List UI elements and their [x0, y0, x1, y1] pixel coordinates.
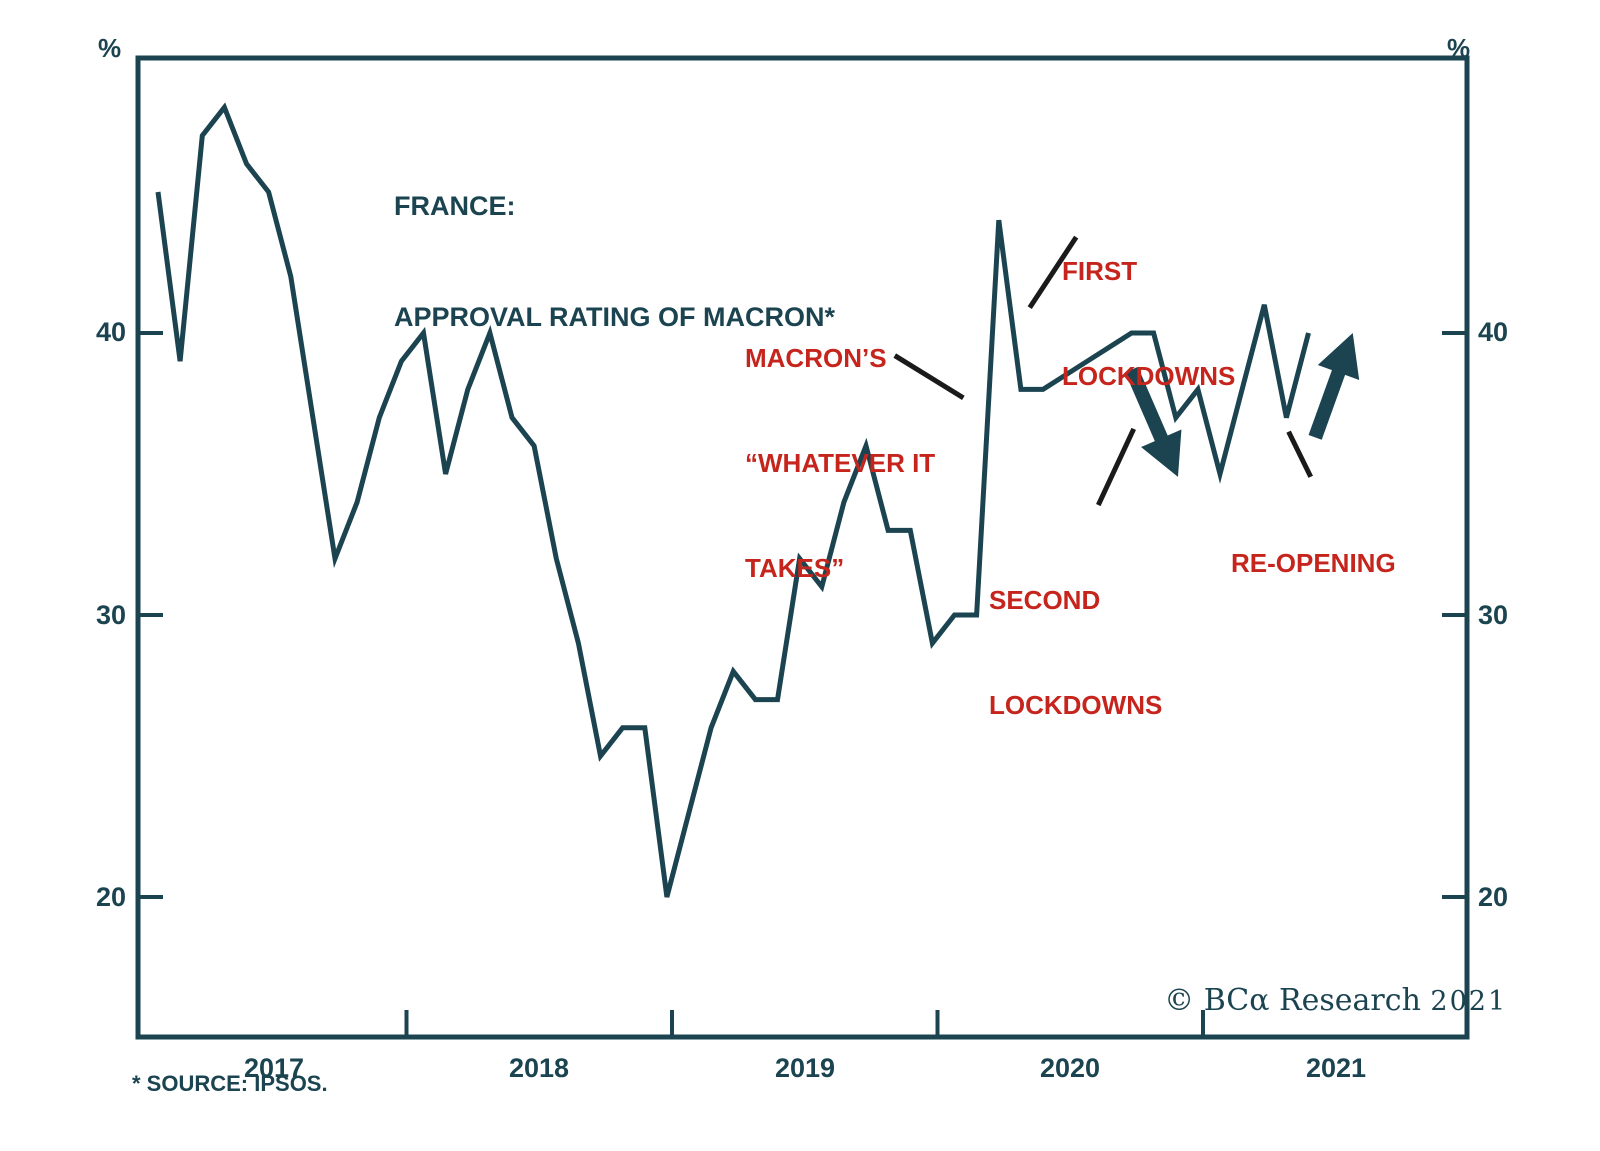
chart-title-line2: APPROVAL RATING OF MACRON*	[394, 302, 836, 332]
annotation-text: RE-OPENING	[1231, 548, 1396, 578]
y-tick-label-right-30: 30	[1478, 600, 1509, 630]
chart-title: FRANCE: APPROVAL RATING OF MACRON*	[394, 114, 835, 410]
x-tick-label-2019: 2019	[774, 1053, 836, 1083]
y-tick-label-left-30: 30	[95, 600, 126, 630]
annotation-leader-lines	[893, 235, 1313, 507]
annotation-text: “WHATEVER IT	[745, 448, 936, 478]
axis-ticks	[140, 331, 1465, 1035]
second-lockdowns-arrow-head	[1141, 429, 1182, 477]
axis-frame	[135, 55, 1470, 1040]
x-tick-label-2017: 2017	[243, 1053, 305, 1083]
annotation-reopening: RE-OPENING	[1231, 476, 1396, 651]
reopening-arrow-head	[1317, 333, 1360, 380]
chart-title-line1: FRANCE:	[394, 191, 516, 221]
second-lockdowns-arrow-shaft	[1125, 366, 1171, 447]
second-lockdowns-arrow	[1125, 366, 1182, 477]
annotation-first-lockdowns: FIRST LOCKDOWNS	[1062, 184, 1235, 464]
reopening-arrow-shaft	[1308, 364, 1348, 440]
copyright-brand: © BCα Research	[1164, 983, 1431, 1018]
annotation-text: TAKES”	[745, 553, 845, 583]
trend-arrows	[1125, 333, 1360, 477]
y-tick-label-right-40: 40	[1478, 317, 1509, 347]
percent-sign-left: %	[98, 33, 122, 63]
whatever-it-takes-leader	[893, 353, 965, 400]
annotation-text: SECOND	[989, 585, 1101, 615]
reopening-arrow	[1308, 333, 1360, 440]
annotation-whatever-it-takes: MACRON’S “WHATEVER IT TAKES”	[745, 271, 935, 656]
copyright-year: 2021	[1430, 986, 1508, 1017]
x-tick-label-2018: 2018	[508, 1053, 570, 1083]
copyright-notice: © BCα Research 2021	[1126, 948, 1507, 1053]
annotation-text: LOCKDOWNS	[989, 690, 1163, 720]
first-lockdowns-leader	[1027, 235, 1079, 309]
annotation-text: FIRST	[1062, 256, 1138, 286]
plot-border	[135, 55, 1470, 1040]
source-note: * SOURCE: IPSOS.	[132, 1071, 328, 1096]
y-tick-label-left-40: 40	[95, 317, 126, 347]
annotation-text: MACRON’S	[745, 343, 887, 373]
percent-sign-right: %	[1447, 33, 1471, 63]
annotation-second-lockdowns: SECOND LOCKDOWNS	[989, 513, 1162, 793]
approval-line-series	[155, 102, 1311, 898]
second-lockdowns-leader	[1096, 427, 1136, 507]
annotation-text: LOCKDOWNS	[1062, 361, 1236, 391]
x-tick-label-2021: 2021	[1305, 1053, 1367, 1083]
x-tick-label-2020: 2020	[1039, 1053, 1101, 1083]
reopening-leader	[1286, 430, 1313, 478]
y-tick-label-left-20: 20	[95, 882, 126, 912]
y-tick-label-right-20: 20	[1478, 882, 1509, 912]
